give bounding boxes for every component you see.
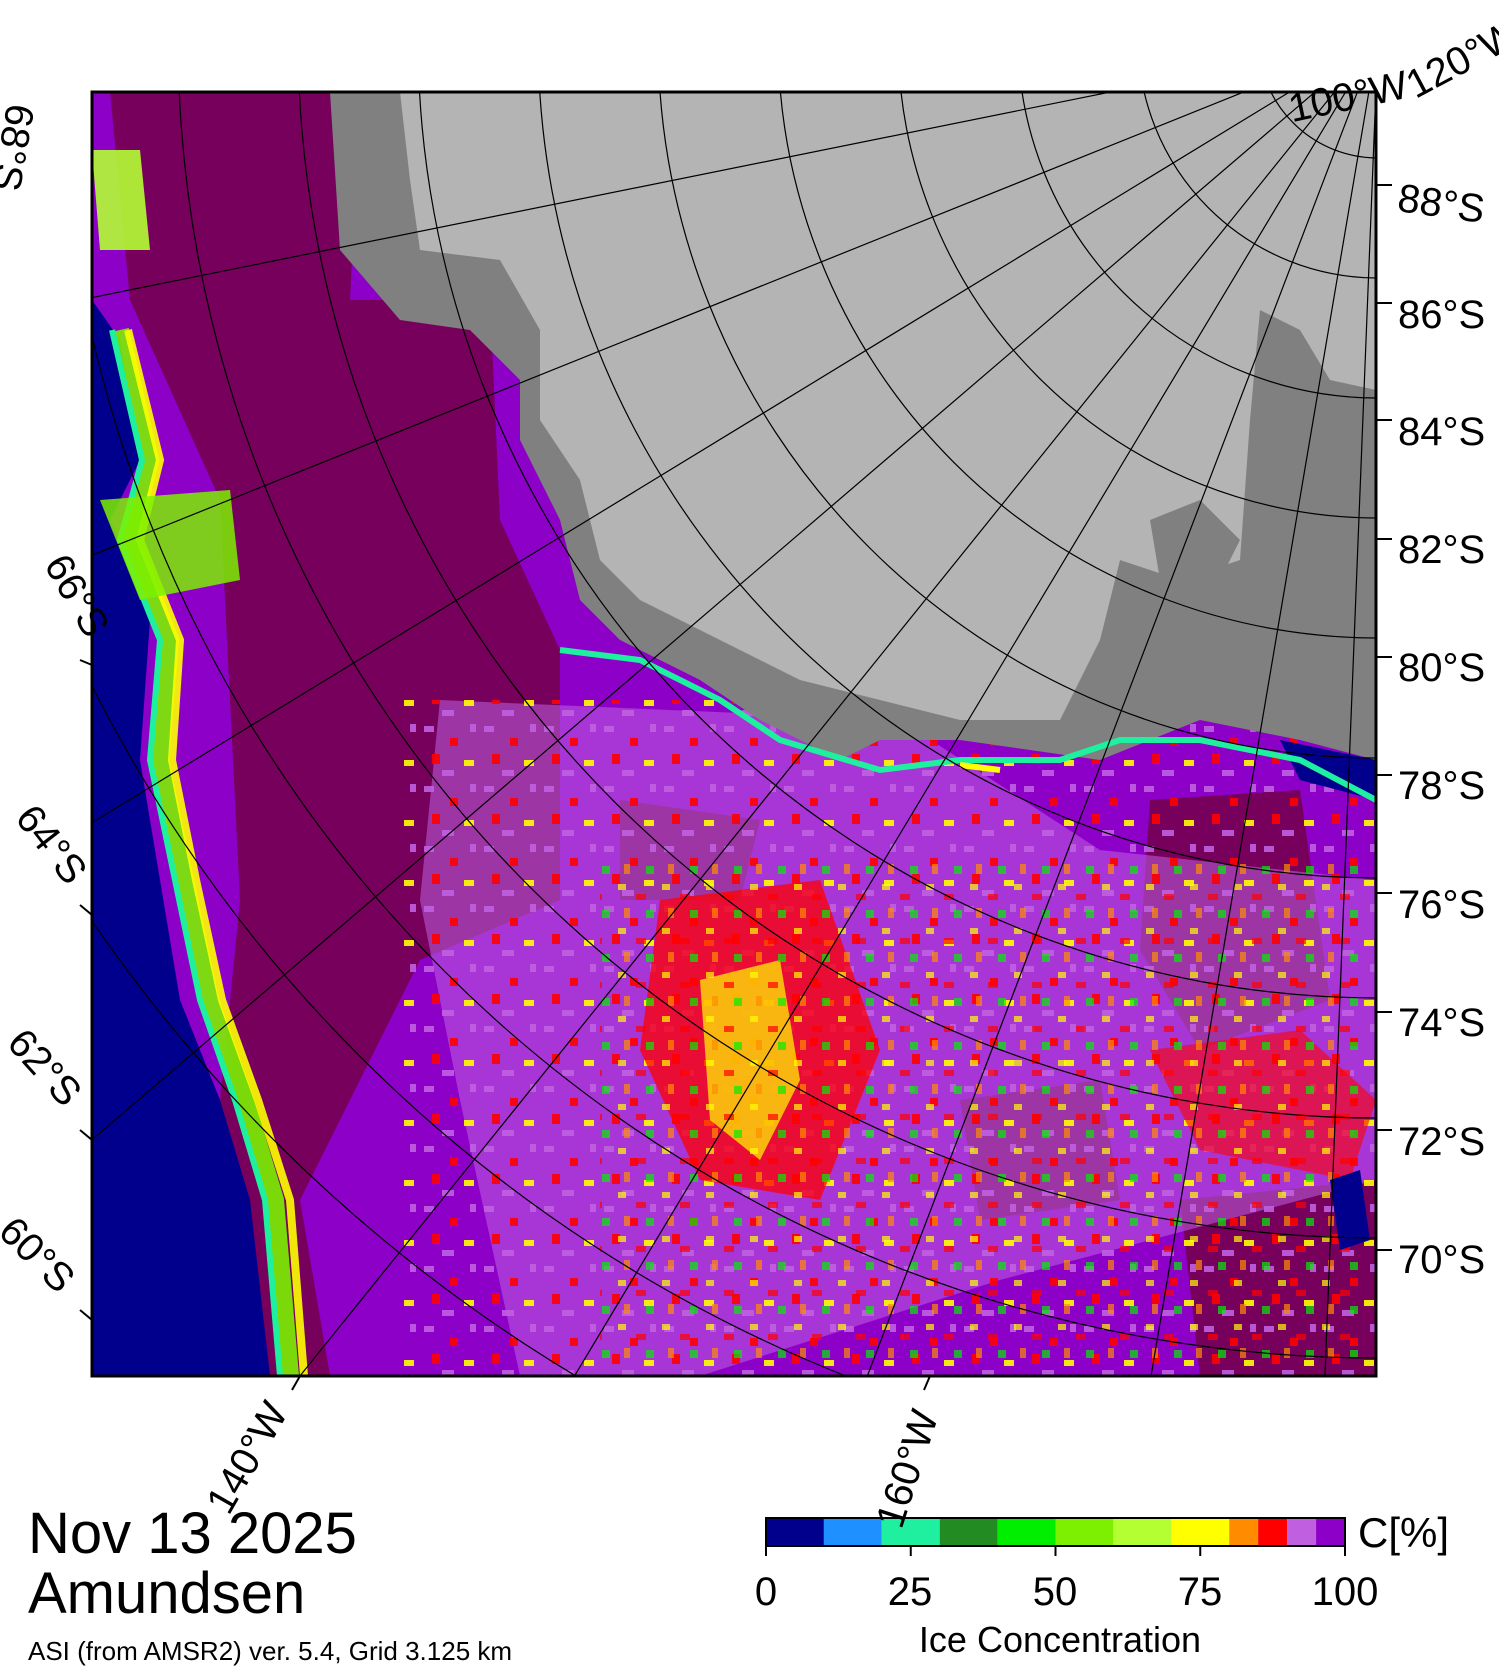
colorbar (765, 1517, 1346, 1556)
colorbar-step-2 (881, 1518, 940, 1546)
data-source-note: ASI (from AMSR2) ver. 5.4, Grid 3.125 km (28, 1636, 513, 1666)
graticule (92, 92, 1376, 1376)
lat-label-72s: 72°S (1398, 1120, 1486, 1164)
colorbar-tick-100: 100 (1311, 1570, 1379, 1614)
lat-label-84s: 84°S (1398, 410, 1486, 454)
ice-speckle (600, 860, 1360, 1360)
ice-full-region (110, 92, 560, 1376)
coastal-ice-edge (559, 647, 1376, 803)
open-water (92, 300, 270, 1376)
colorbar-unit: C[%] (1358, 1509, 1450, 1556)
coastal-polynya (1330, 1170, 1370, 1250)
colorbar-tick-0: 0 (754, 1570, 778, 1614)
map-frame (90, 90, 1378, 1378)
marginal-ice-patch (92, 150, 150, 250)
colorbar-step-0 (766, 1518, 824, 1546)
colorbar-step-7 (1171, 1518, 1230, 1546)
colorbar-step-6 (1113, 1518, 1172, 1546)
colorbar-step-9 (1258, 1518, 1288, 1546)
colorbar-step-3 (939, 1518, 998, 1546)
region-name: Amundsen (28, 1561, 306, 1626)
colorbar-step-1 (823, 1518, 882, 1546)
lat-label-76s: 76°S (1398, 883, 1486, 927)
coastal-ice-edge (959, 762, 1001, 773)
colorbar-tick-25: 25 (887, 1570, 933, 1614)
colorbar-step-10 (1287, 1518, 1317, 1546)
lat-label-78s: 78°S (1398, 764, 1486, 808)
lat-label-74s: 74°S (1398, 1001, 1486, 1045)
colorbar-tick-50: 50 (1032, 1570, 1078, 1614)
map-date: Nov 13 2025 (28, 1501, 357, 1566)
lat-label-82s: 82°S (1398, 528, 1486, 572)
lat-label-80s: 80°S (1398, 646, 1486, 690)
colorbar-step-11 (1316, 1518, 1345, 1546)
colorbar-step-8 (1229, 1518, 1259, 1546)
colorbar-title: Ice Concentration (918, 1619, 1202, 1660)
marginal-ice-patch (100, 490, 240, 600)
lat-label-86s: 86°S (1398, 293, 1486, 337)
colorbar-step-5 (1055, 1518, 1114, 1546)
colorbar-step-4 (997, 1518, 1056, 1546)
lat-label-70s: 70°S (1398, 1238, 1486, 1282)
colorbar-tick-75: 75 (1177, 1570, 1223, 1614)
frame-ticks (79, 184, 1392, 1391)
